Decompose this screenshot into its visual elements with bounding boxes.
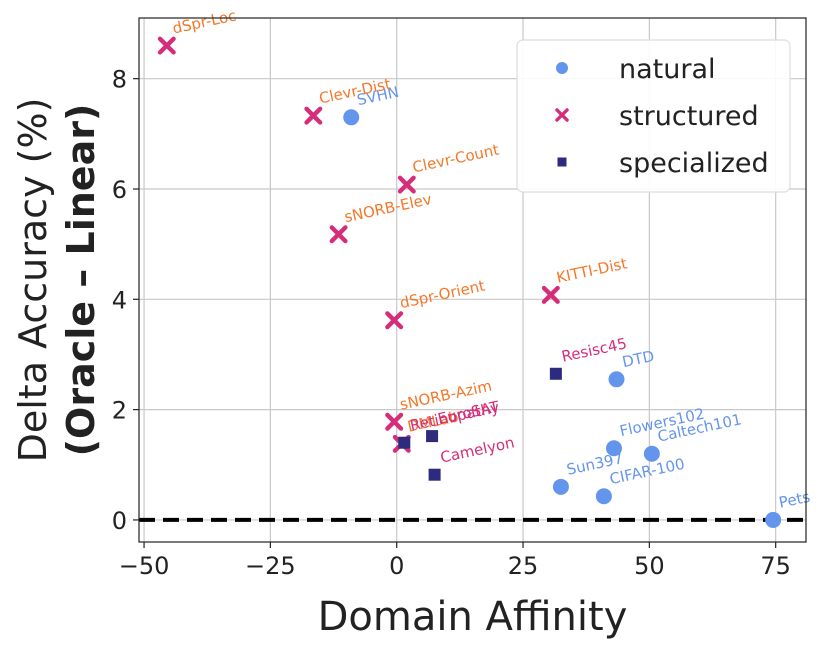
point-flowers102 — [605, 440, 622, 457]
point-clevr-dist — [304, 106, 323, 125]
y-axis-title-line1: Delta Accuracy (%) — [11, 98, 55, 463]
label-pets: Pets — [777, 488, 812, 512]
x-stroke — [157, 36, 176, 55]
y-tick-label: 0 — [112, 507, 127, 535]
label-dspr-loc: dSpr-Loc — [171, 6, 238, 37]
x-stroke — [385, 311, 404, 330]
point-snorb-azim — [385, 412, 404, 431]
x-tick-label: −50 — [119, 552, 170, 580]
point-svhn — [343, 109, 360, 126]
y-axis-title-line2: (Oracle – Linear) — [59, 104, 103, 457]
y-tick-label: 8 — [112, 66, 127, 94]
point-kitti-dist — [541, 285, 560, 304]
x-tick-label: 75 — [760, 552, 791, 580]
legend-label-specialized: specialized — [619, 148, 769, 179]
label-dspr-orient: dSpr-Orient — [398, 277, 486, 313]
legend-marker-natural — [556, 62, 568, 74]
x-axis-title: Domain Affinity — [318, 594, 628, 640]
legend-label-structured: structured — [619, 101, 759, 132]
x-tick-label: 25 — [508, 552, 539, 580]
x-stroke — [385, 412, 404, 431]
axis-ticks: −50 −25 0 25 50 75 0 2 4 6 8 — [112, 66, 791, 580]
label-snorb-elev: sNORB-Elev — [343, 190, 434, 226]
y-tick-label: 6 — [112, 176, 127, 204]
x-stroke — [541, 285, 560, 304]
label-resisc45: Resisc45 — [560, 334, 628, 365]
point-sun397 — [552, 478, 569, 495]
legend-marker-specialized — [557, 157, 567, 167]
x-stroke — [304, 106, 323, 125]
data-points — [157, 36, 782, 528]
x-tick-label: 50 — [634, 552, 665, 580]
label-clevr-count: Clevr-Count — [411, 141, 501, 177]
y-tick-label: 4 — [112, 286, 127, 314]
legend: natural structured specialized — [516, 39, 791, 193]
x-stroke — [329, 225, 348, 244]
point-cifar-100 — [595, 488, 612, 505]
point-camelyon — [428, 468, 441, 481]
label-kitti-dist: KITTI-Dist — [555, 254, 629, 287]
x-tick-label: 0 — [389, 552, 404, 580]
point-pets — [765, 511, 782, 528]
y-tick-label: 2 — [112, 397, 127, 425]
point-caltech101 — [643, 445, 660, 462]
legend-box — [516, 39, 791, 193]
x-stroke — [555, 108, 569, 122]
x-tick-label: −25 — [245, 552, 296, 580]
point-resisc45 — [549, 367, 562, 380]
legend-marker-structured — [555, 108, 569, 122]
point-retinopathy — [398, 436, 411, 449]
plot-frame — [138, 17, 807, 543]
point-dspr-orient — [385, 311, 404, 330]
point-dtd — [608, 371, 625, 388]
point-eurosat — [426, 430, 439, 443]
x-stroke — [397, 175, 416, 194]
point-dspr-loc — [157, 36, 176, 55]
label-camelyon: Camelyon — [439, 433, 516, 466]
legend-label-natural: natural — [619, 54, 716, 85]
point-clevr-count — [397, 175, 416, 194]
point-snorb-elev — [329, 225, 348, 244]
